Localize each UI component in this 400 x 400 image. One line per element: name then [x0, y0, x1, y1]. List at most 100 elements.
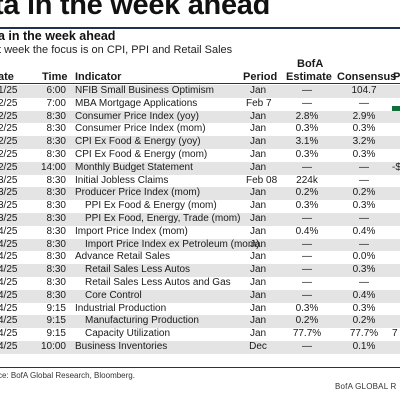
table-row: 3/25 8:30 Initial Jobless Claims Feb 08 224k… [0, 175, 400, 188]
row-time: 8:30 [46, 123, 66, 135]
row-date: 4/25 [0, 302, 18, 314]
row-indicator: Manufacturing Production [85, 315, 199, 327]
row-indicator: MBA Mortgage Applications [75, 97, 198, 109]
row-time: 9:15 [46, 315, 66, 327]
row-time: 8:30 [46, 136, 66, 148]
row-indicator: NFIB Small Business Optimism [75, 85, 214, 96]
row-indicator: Industrial Production [75, 302, 167, 314]
row-date: 3/25 [0, 200, 18, 212]
row-indicator: Monthly Budget Statement [75, 161, 193, 173]
row-period: Jan [249, 225, 267, 237]
table-row: 2/25 8:30 Consumer Price Index (yoy) Jan 2.8… [0, 110, 400, 124]
row-time: 8:30 [46, 110, 66, 122]
row-time: 8:30 [46, 225, 66, 237]
row-date: 2/25 [0, 97, 18, 109]
row-time: 8:30 [46, 289, 66, 301]
row-date: 2/25 [0, 136, 18, 148]
row-indicator: CPI Ex Food & Energy (mom) [75, 149, 208, 160]
table-row: 4/25 9:15 Manufacturing Production Jan 0.2% 0… [0, 315, 400, 328]
row-bofa-estimate: 0.2% [295, 187, 319, 199]
row-time: 14:00 [40, 161, 66, 173]
table-row: 4/25 8:30 Retail Sales Less Autos Jan — 0.3% [0, 264, 400, 277]
row-consensus: 104.7 [351, 85, 377, 96]
row-indicator: Consumer Price Index (mom) [75, 123, 206, 135]
row-period: Jan [249, 315, 267, 327]
row-bofa-estimate: — [302, 264, 312, 276]
row-time: 8:30 [46, 277, 66, 288]
table-row: 4/25 8:30 Retail Sales Less Autos and Gas J… [0, 277, 400, 290]
row-bofa-estimate: 0.3% [295, 123, 319, 135]
row-bofa-estimate: 2.8% [295, 110, 319, 122]
row-bofa-estimate: — [302, 289, 312, 301]
col-header-date: ate [0, 71, 14, 83]
row-bofa-estimate: — [302, 97, 312, 109]
row-date: 2/25 [0, 149, 18, 160]
table-row: 4/25 8:30 Import Price Index (mom) Jan 0.4% 0… [0, 226, 400, 239]
row-bofa-estimate: 0.3% [295, 302, 319, 314]
table-row: 4/25 8:30 Advance Retail Sales Jan — 0.0% [0, 251, 400, 264]
row-period: Jan [249, 302, 267, 314]
row-time: 10:00 [40, 341, 66, 352]
row-date: 4/25 [0, 328, 18, 340]
row-time: 8:30 [46, 174, 66, 186]
row-period: Jan [249, 289, 267, 301]
row-time: 8:30 [46, 238, 66, 250]
row-bofa-estimate: — [302, 251, 312, 263]
table-row: 2/25 14:00 Monthly Budget Statement Jan — — -$ [0, 161, 400, 175]
table-row: 4/25 9:15 Industrial Production Jan 0.3% 0.3% [0, 303, 400, 316]
row-period: Jan [249, 264, 267, 276]
table-subtitle: a in the week ahead [0, 29, 116, 43]
row-indicator: Producer Price Index (mom) [75, 187, 201, 199]
row-period: Jan [249, 123, 267, 135]
table-row: 2/25 8:30 CPI Ex Food & Energy (mom) Jan 0.3… [0, 149, 400, 162]
col-header-time: Time [42, 71, 68, 83]
row-indicator: Capacity Utilization [85, 328, 171, 340]
row-bofa-estimate: — [302, 341, 312, 352]
row-indicator: Retail Sales Less Autos [85, 264, 191, 276]
row-consensus: 0.3% [352, 149, 376, 160]
row-indicator: Import Price Index (mom) [75, 225, 188, 237]
row-period: Feb 7 [246, 97, 272, 109]
row-date: 4/25 [0, 264, 18, 276]
row-bofa-estimate: — [302, 238, 312, 250]
row-period: Jan [249, 328, 267, 340]
row-indicator: PPI Ex Food & Energy (mom) [85, 200, 217, 212]
row-time: 8:30 [46, 251, 66, 263]
row-period: Jan [249, 213, 267, 224]
row-bofa-estimate: — [302, 85, 312, 96]
row-consensus: 0.3% [352, 302, 376, 314]
row-bofa-estimate: 77.7% [292, 328, 322, 340]
col-header-bofa-line2: Estimate [286, 71, 332, 83]
table-row: 3/25 8:30 PPI Ex Food, Energy, Trade (mom)… [0, 213, 400, 226]
row-consensus: — [359, 161, 369, 173]
page-title: ta in the week ahead [0, 0, 271, 21]
table-row: 2/25 8:30 CPI Ex Food & Energy (yoy) Jan 3.1… [0, 136, 400, 149]
row-bofa-estimate: — [302, 277, 312, 288]
row-indicator: Consumer Price Index (yoy) [75, 110, 199, 122]
table-row: 3/25 8:30 Producer Price Index (mom) Jan 0.2… [0, 187, 400, 200]
row-prior: -$ [392, 161, 400, 173]
row-period: Jan [249, 251, 267, 263]
row-consensus: — [359, 174, 369, 186]
row-period: Jan [249, 200, 267, 212]
row-date: 4/25 [0, 315, 18, 327]
row-date: 3/25 [0, 213, 18, 224]
source-note: ce: BofA Global Research, Bloomberg. [0, 371, 135, 380]
row-consensus: — [359, 213, 369, 224]
row-period: Feb 08 [246, 174, 278, 186]
row-period: Jan [249, 85, 267, 96]
table-row: 2/25 7:00 MBA Mortgage Applications Feb 7 — — [0, 98, 400, 111]
row-period: Jan [249, 238, 267, 250]
col-header-prior: P [393, 71, 400, 83]
table-row: 4/25 8:30 Core Control Jan — 0.4% [0, 289, 400, 303]
row-period: Dec [249, 341, 267, 352]
table-row: 4/25 10:00 Business Inventories Dec — 0.1% [0, 341, 400, 354]
table-row: 3/25 8:30 PPI Ex Food & Energy (mom) Jan 0.3… [0, 200, 400, 213]
row-bofa-estimate: 224k [296, 174, 318, 186]
header-divider [0, 83, 400, 84]
row-consensus: — [359, 97, 369, 109]
row-bofa-estimate: 0.3% [295, 200, 319, 212]
row-consensus: 0.3% [352, 123, 376, 135]
row-consensus: 0.3% [352, 264, 376, 276]
row-time: 7:00 [46, 97, 66, 109]
